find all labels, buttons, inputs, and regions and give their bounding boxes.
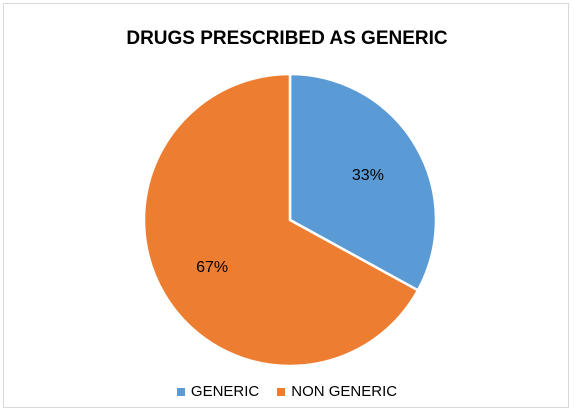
legend-label-generic: GENERIC	[190, 383, 260, 400]
pie-slice-generic	[288, 72, 438, 293]
legend-item-generic: GENERIC	[176, 383, 260, 400]
legend-item-non-generic: NON GENERIC	[277, 383, 397, 400]
data-label-non-generic: 67%	[196, 259, 228, 276]
legend-label-non-generic: NON GENERIC	[291, 383, 398, 400]
legend-swatch-generic	[176, 387, 185, 396]
data-label-generic: 33%	[352, 167, 384, 184]
pie-slice-non-generic	[142, 72, 420, 368]
legend-swatch-non-generic	[277, 387, 286, 396]
chart-title: DRUGS PRESCRIBED AS GENERIC	[126, 28, 448, 49]
legend: GENERIC NON GENERIC	[0, 383, 574, 400]
